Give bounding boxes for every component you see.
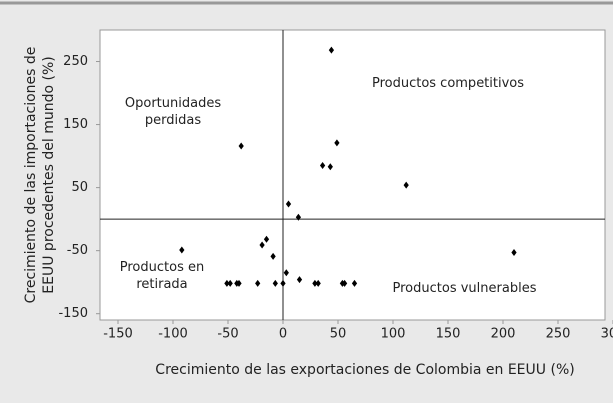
point	[283, 269, 289, 277]
y-tick-label: 250	[63, 54, 88, 69]
x-tick-label: 150	[436, 327, 461, 342]
point	[328, 46, 335, 54]
point	[236, 279, 242, 287]
x-tick-label: 200	[491, 327, 516, 342]
plot-area	[99, 29, 606, 321]
point	[280, 279, 286, 287]
point	[259, 241, 265, 249]
y-axis-title-line: Crecimiento de las importaciones de	[23, 47, 39, 304]
x-tick-label: -150	[103, 327, 133, 342]
point	[511, 249, 517, 257]
point	[270, 252, 276, 260]
point	[315, 279, 321, 287]
x-tick-label: -50	[217, 327, 238, 342]
point	[296, 276, 303, 284]
point	[272, 279, 278, 287]
x-tick-label: 300	[601, 327, 613, 342]
y-axis-title: Crecimiento de las importaciones de EEUU…	[23, 47, 57, 304]
point	[238, 142, 244, 150]
x-tick-label: 0	[279, 327, 287, 342]
x-tick-label: 100	[381, 327, 406, 342]
point	[403, 181, 409, 189]
point	[351, 279, 358, 287]
x-axis-title: Crecimiento de las exportaciones de Colo…	[155, 362, 574, 378]
annotation: perdidas	[145, 113, 201, 128]
point	[224, 279, 230, 287]
y-tick-label: 50	[71, 180, 88, 195]
x-tick-label: 50	[330, 327, 347, 342]
x-tick-label: 250	[546, 327, 571, 342]
y-tick-label: -50	[67, 243, 88, 258]
annotation: Productos competitivos	[372, 76, 524, 91]
y-tick-label: -150	[58, 306, 88, 321]
point	[263, 235, 270, 243]
point	[255, 279, 261, 287]
y-axis-title-line: EEUU procedentes del mundo (%)	[41, 56, 57, 293]
point	[295, 213, 302, 221]
point	[227, 279, 233, 287]
annotation: Productos vulnerables	[393, 281, 537, 296]
annotation: Productos en	[120, 260, 204, 275]
point	[312, 279, 318, 287]
point	[285, 200, 292, 208]
y-tick-label: 150	[63, 117, 88, 132]
point	[179, 246, 185, 254]
point	[319, 162, 326, 170]
annotation: retirada	[136, 277, 187, 292]
point	[334, 139, 340, 147]
x-tick-label: -100	[158, 327, 188, 342]
annotation: Oportunidades	[125, 96, 221, 111]
point	[341, 279, 348, 287]
point	[327, 163, 333, 171]
